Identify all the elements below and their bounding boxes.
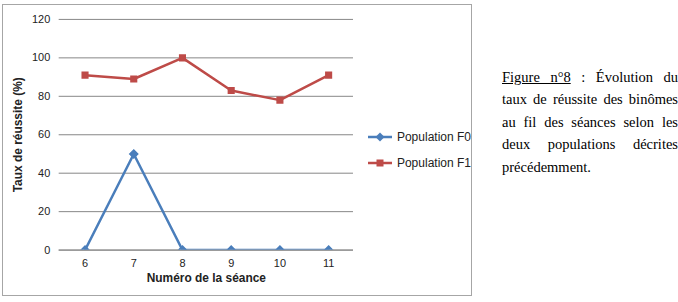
svg-text:40: 40 xyxy=(38,167,50,179)
svg-text:9: 9 xyxy=(228,257,234,269)
html-text:Figure n°8: Évolution du taux: Figure n°8: Évolution du taux de réussit… xyxy=(502,69,678,175)
svg-text:6: 6 xyxy=(82,257,88,269)
html-text:Population F1: Population F1 xyxy=(396,156,471,170)
html-text:Population F0: Population F0 xyxy=(396,130,471,144)
svg-text:80: 80 xyxy=(38,90,50,102)
svg-text:8: 8 xyxy=(179,257,185,269)
svg-text:Numéro de la séance: Numéro de la séance xyxy=(147,271,267,285)
svg-text:120: 120 xyxy=(32,13,50,25)
svg-text:Taux de réussite (%): Taux de réussite (%) xyxy=(11,77,25,192)
svg-text:11: 11 xyxy=(323,257,334,269)
svg-text:100: 100 xyxy=(32,51,50,63)
svg-text:60: 60 xyxy=(38,128,50,140)
svg-text:0: 0 xyxy=(44,244,50,256)
svg-text:10: 10 xyxy=(274,257,286,269)
svg-text:7: 7 xyxy=(131,257,137,269)
svg-text:20: 20 xyxy=(38,205,50,217)
